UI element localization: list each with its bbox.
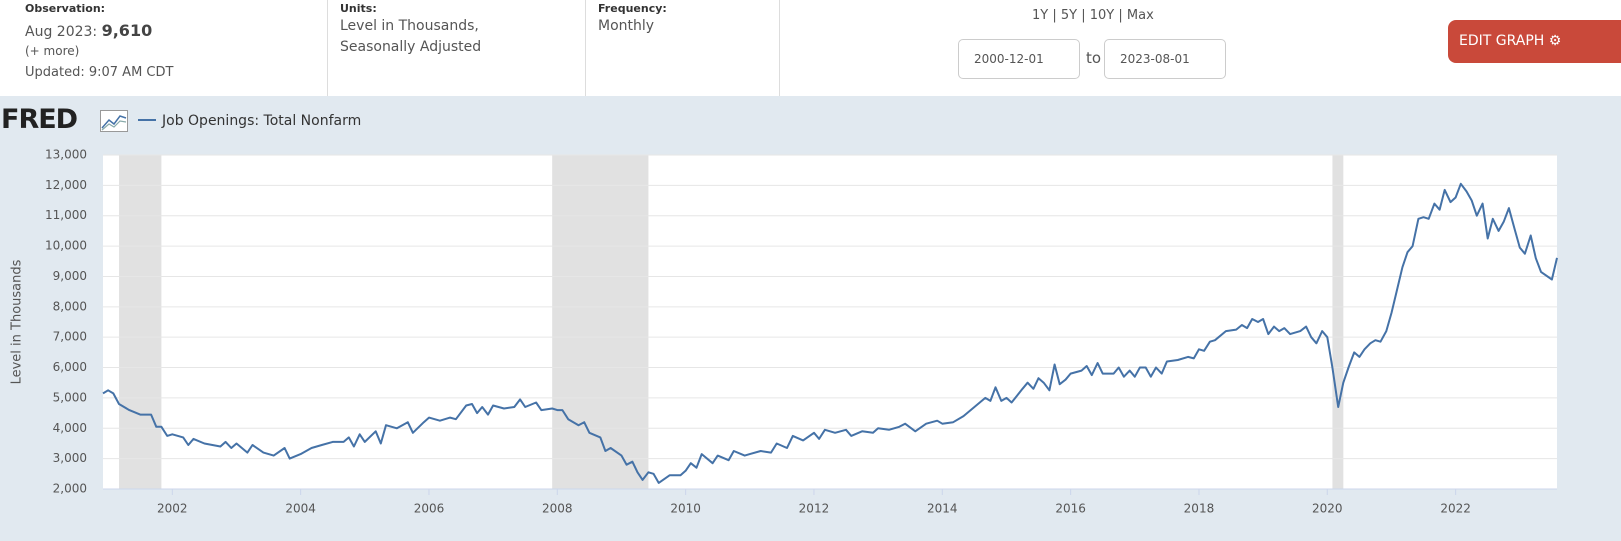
recession-band	[119, 155, 162, 489]
more-link[interactable]: (+ more)	[25, 44, 80, 58]
frequency-label: Frequency:	[598, 2, 667, 15]
range-link[interactable]: 1Y	[1032, 8, 1049, 23]
y-tick-label: 12,000	[45, 178, 87, 192]
y-tick-label: 6,000	[53, 360, 87, 374]
y-tick-label: 5,000	[53, 390, 87, 404]
x-tick-label: 2014	[927, 502, 958, 516]
y-tick-label: 8,000	[53, 299, 87, 313]
units-label: Units:	[340, 2, 377, 15]
y-tick-label: 3,000	[53, 451, 87, 465]
y-tick-label: 2,000	[53, 482, 87, 496]
frequency: Monthly	[598, 18, 655, 34]
units: Level in Thousands,	[340, 18, 479, 34]
fred-logo: FRED	[1, 104, 78, 135]
logo-icon	[100, 110, 128, 132]
range-links: 1Y | 5Y | 10Y | Max	[1032, 8, 1154, 23]
edit-graph-button[interactable]: EDIT GRAPH ⚙	[1448, 20, 1621, 63]
range-link[interactable]: 10Y	[1089, 8, 1115, 23]
to-label: to	[1086, 49, 1102, 67]
y-axis-label: Level in Thousands	[10, 259, 25, 384]
observation-value: 9,610	[101, 21, 153, 40]
y-tick-label: 9,000	[53, 269, 87, 283]
recession-band	[552, 155, 649, 489]
recession-band	[1332, 155, 1344, 489]
x-tick-label: 2006	[414, 502, 445, 516]
edit-graph-text: EDIT GRAPH	[1459, 33, 1545, 49]
plot-area	[103, 155, 1557, 489]
y-tick-label: 10,000	[45, 239, 87, 253]
x-tick-label: 2010	[670, 502, 701, 516]
x-tick-label: 2022	[1440, 502, 1471, 516]
end-date-input[interactable]: 2023-08-01	[1104, 39, 1226, 79]
x-tick-label: 2020	[1312, 502, 1343, 516]
units: Seasonally Adjusted	[340, 39, 482, 55]
observation-date: Aug 2023:	[25, 24, 98, 40]
y-tick-label: 11,000	[45, 208, 87, 222]
updated: Updated: 9:07 AM CDT	[25, 65, 174, 80]
x-tick-label: 2016	[1055, 502, 1086, 516]
y-tick-label: 13,000	[45, 148, 87, 162]
y-tick-label: 4,000	[53, 421, 87, 435]
series-line	[102, 182, 1558, 484]
x-tick-label: 2008	[542, 502, 573, 516]
y-tick-label: 7,000	[53, 330, 87, 344]
x-tick-label: 2004	[285, 502, 316, 516]
observation-label: Observation:	[25, 2, 106, 15]
start-date-input[interactable]: 2000-12-01	[958, 39, 1080, 79]
range-link[interactable]: 5Y	[1060, 8, 1078, 23]
x-tick-label: 2002	[157, 502, 188, 516]
x-tick-label: 2012	[799, 502, 830, 516]
legend-label: Job Openings: Total Nonfarm	[161, 113, 361, 129]
x-tick-label: 2018	[1184, 502, 1215, 516]
range-link[interactable]: Max	[1126, 8, 1154, 23]
